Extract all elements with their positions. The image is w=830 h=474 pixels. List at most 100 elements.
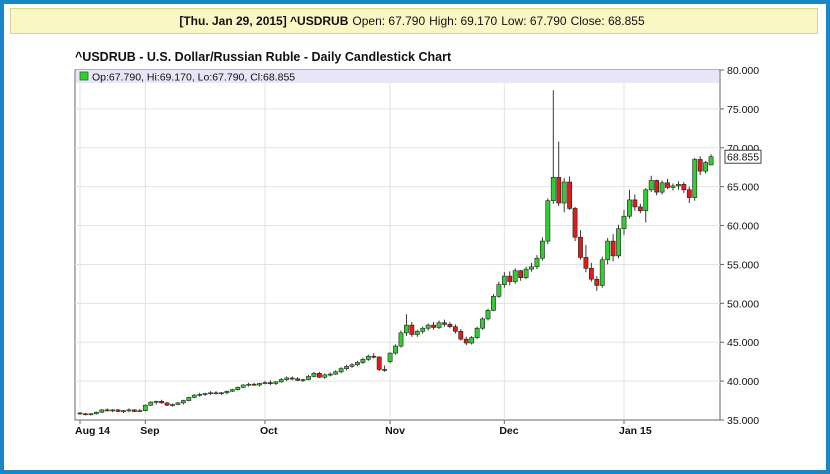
candle xyxy=(442,319,447,327)
candle xyxy=(148,401,154,406)
candle xyxy=(414,329,420,337)
candle-body xyxy=(170,404,175,406)
candle-body xyxy=(229,389,235,392)
candle-body xyxy=(333,371,339,375)
candle xyxy=(202,392,208,396)
candle-body xyxy=(273,381,279,384)
candle xyxy=(355,360,360,367)
candle xyxy=(539,237,545,261)
candle xyxy=(594,276,600,291)
candle-body xyxy=(213,392,219,395)
candle-body xyxy=(621,215,627,229)
candle xyxy=(387,352,393,364)
candle-body xyxy=(376,356,382,370)
candle xyxy=(246,382,252,387)
y-tick-label: 45.000 xyxy=(727,337,759,349)
candle xyxy=(572,206,578,242)
candle-body xyxy=(344,366,349,369)
candle-body xyxy=(425,324,431,329)
candle xyxy=(403,314,409,336)
candle xyxy=(322,373,328,379)
last-price-marker: 68.855 xyxy=(724,149,762,164)
candle-body xyxy=(529,266,534,270)
candle-body xyxy=(648,180,654,191)
candle xyxy=(327,372,333,377)
grid-lines xyxy=(75,83,720,420)
candle-body xyxy=(675,184,681,187)
candle-body xyxy=(447,324,453,327)
candle xyxy=(284,376,290,382)
chart-title: ^USDRUB - U.S. Dollar/Russian Ruble - Da… xyxy=(75,50,452,64)
candle-body xyxy=(572,208,578,238)
quote-open: Open: 67.790 xyxy=(352,14,426,28)
candle xyxy=(191,394,197,399)
candle xyxy=(235,386,241,391)
candle xyxy=(365,354,371,361)
candle xyxy=(458,329,464,341)
candle xyxy=(621,210,627,235)
candle xyxy=(262,381,268,385)
candle xyxy=(474,326,480,340)
candle-body xyxy=(567,181,572,209)
candle-body xyxy=(414,331,420,335)
candle xyxy=(452,324,458,334)
x-tick-label: Nov xyxy=(385,425,405,437)
candle xyxy=(121,409,126,413)
candle-body xyxy=(93,411,99,415)
y-tick-label: 35.000 xyxy=(727,415,759,427)
candle xyxy=(485,308,491,321)
candle xyxy=(686,186,692,203)
candle xyxy=(670,183,676,191)
candle-body xyxy=(518,270,524,278)
candle xyxy=(170,403,175,407)
candle-body xyxy=(224,390,230,394)
candle-body xyxy=(175,402,181,405)
quote-high: High: 69.170 xyxy=(429,14,498,28)
candle xyxy=(229,388,235,392)
candle-body xyxy=(159,401,164,404)
candle-body xyxy=(686,189,692,198)
candle xyxy=(491,294,496,312)
candle xyxy=(616,224,621,259)
candle-body xyxy=(300,379,306,381)
candle-body xyxy=(262,382,268,384)
candle xyxy=(219,392,224,396)
candle xyxy=(550,90,556,204)
candle-body xyxy=(246,383,252,386)
quote-date-symbol: [Thu. Jan 29, 2015] ^USDRUB xyxy=(179,14,349,28)
candle xyxy=(338,367,344,374)
candle xyxy=(567,176,572,210)
candle xyxy=(83,413,88,416)
candle-body xyxy=(137,410,143,412)
candle xyxy=(675,181,681,190)
candle xyxy=(360,357,366,364)
quote-low: Low: 67.790 xyxy=(501,14,567,28)
candle-body xyxy=(545,200,551,242)
candle xyxy=(306,374,311,381)
candle-body xyxy=(708,156,714,166)
candle xyxy=(425,323,431,331)
candle xyxy=(659,180,665,195)
legend-text: Op:67.790, Hi:69.170, Lo:67.790, Cl:68.8… xyxy=(92,72,295,84)
candle xyxy=(159,399,164,404)
candle-body xyxy=(278,379,284,383)
x-tick-label: Oct xyxy=(260,425,278,437)
candle xyxy=(599,256,605,288)
candle-body xyxy=(235,387,241,390)
candle xyxy=(164,402,170,406)
candle xyxy=(344,364,349,371)
y-tick-label: 65.000 xyxy=(727,182,759,194)
candle xyxy=(240,384,246,389)
candle-body xyxy=(289,377,295,380)
candle xyxy=(376,356,382,371)
x-tick-label: Jan 15 xyxy=(619,425,652,437)
candle xyxy=(518,269,524,281)
candle-body xyxy=(403,324,409,334)
candle-body xyxy=(126,409,132,412)
candle-body xyxy=(665,182,670,188)
candle-body xyxy=(507,275,513,282)
candle xyxy=(132,409,137,413)
candle xyxy=(115,409,121,413)
candle xyxy=(295,377,300,382)
